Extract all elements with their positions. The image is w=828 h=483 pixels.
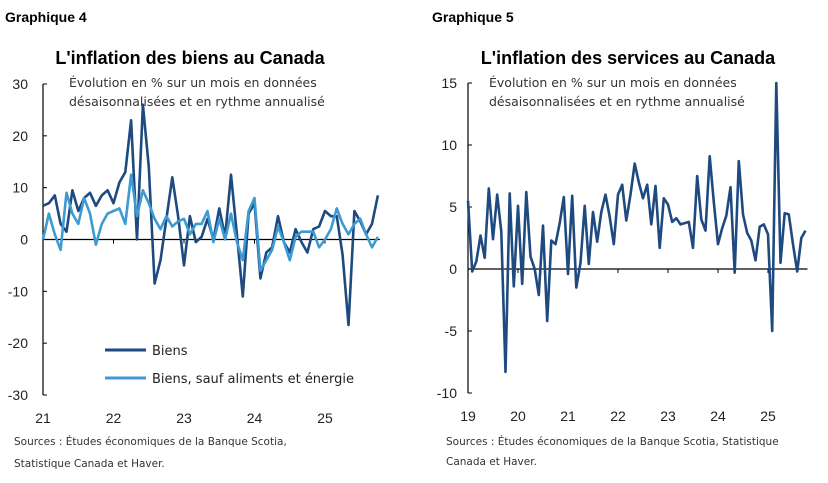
- y-tick-label: 0: [449, 261, 457, 277]
- x-tick-label: 23: [176, 410, 192, 426]
- legend-label-core: Biens, sauf aliments et énergie: [152, 372, 354, 387]
- x-tick-label: 24: [247, 410, 263, 426]
- x-tick-label: 19: [460, 408, 476, 424]
- chart-title-services: L'inflation des services au Canada: [481, 48, 776, 68]
- y-tick-label: 0: [20, 232, 28, 248]
- y-tick-label: 10: [441, 137, 457, 153]
- figure-label-5: Graphique 5: [432, 9, 514, 25]
- y-tick-label: -30: [8, 387, 28, 403]
- chart-subtitle-line-2: désaisonnalisées et en rythme annualisé: [69, 94, 325, 109]
- series-line-biens-sauf-aliments-et-énergie: [41, 173, 380, 272]
- y-tick-label: -5: [445, 323, 458, 339]
- source-line-1: Sources : Études économiques de la Banqu…: [446, 435, 779, 448]
- x-tick-label: 21: [35, 410, 51, 426]
- x-tick-label: 22: [610, 408, 626, 424]
- y-tick-label: 30: [12, 76, 28, 92]
- chart-subtitle-line-2: désaisonnalisées et en rythme annualisé: [489, 94, 745, 109]
- y-tick-label: 5: [449, 199, 457, 215]
- series-line-services: [466, 81, 807, 374]
- x-tick-label: 21: [560, 408, 576, 424]
- source-line-2: Canada et Haver.: [446, 456, 537, 468]
- chart-subtitle-line-1: Évolution en % sur un mois en données: [69, 75, 317, 90]
- figure-label-4: Graphique 4: [5, 9, 87, 25]
- x-tick-label: 20: [510, 408, 526, 424]
- x-tick-label: 25: [317, 410, 333, 426]
- source-line-2: Statistique Canada et Haver.: [14, 458, 165, 470]
- y-tick-label: 20: [12, 128, 28, 144]
- y-tick-label: -20: [8, 335, 28, 351]
- chart-subtitle-line-1: Évolution en % sur un mois en données: [489, 75, 737, 90]
- chart-title-goods: L'inflation des biens au Canada: [55, 48, 325, 68]
- y-tick-label: -10: [437, 385, 457, 401]
- y-tick-label: 10: [12, 180, 28, 196]
- source-line-1: Sources : Études économiques de la Banqu…: [14, 435, 287, 448]
- series-line-biens: [42, 103, 380, 327]
- x-tick-label: 25: [760, 408, 776, 424]
- y-tick-label: -10: [8, 283, 28, 299]
- x-tick-label: 24: [710, 408, 726, 424]
- y-tick-label: 15: [441, 75, 457, 91]
- x-tick-label: 23: [660, 408, 676, 424]
- legend-label-biens: Biens: [152, 344, 188, 359]
- x-tick-label: 22: [106, 410, 122, 426]
